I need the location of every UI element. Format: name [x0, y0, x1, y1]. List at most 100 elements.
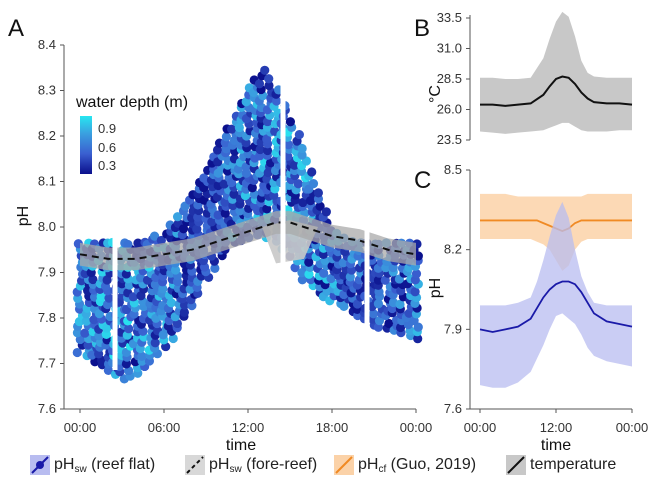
- reef-flat-point: [150, 338, 160, 348]
- reef-flat-point: [285, 117, 296, 127]
- reef-flat-point: [158, 284, 168, 294]
- panel-b-y-tick-label: 23.5: [437, 132, 462, 147]
- panel-label-c: C: [414, 167, 431, 194]
- data-gap: [112, 40, 118, 370]
- panel-a: A 7.6 7.7 7.8 7.9 8.0 8.1 8.2 8.3 8.4 00:00 06:00…: [8, 15, 432, 452]
- reef-flat-point: [178, 224, 189, 234]
- reef-flat-point: [234, 122, 244, 133]
- reef-flat-point: [87, 350, 97, 360]
- reef-flat-point: [102, 323, 112, 333]
- panel-a-x-ticks: 00:00 06:00 12:00 18:00 00:00: [64, 409, 432, 435]
- panel-c-x-label: time: [541, 437, 571, 452]
- colorbar: [80, 116, 92, 174]
- legend-item-fore-reef: pHsw (fore-reef): [185, 454, 317, 476]
- panel-a-y-tick-label: 7.8: [38, 310, 56, 325]
- data-gap: [280, 40, 286, 370]
- reef-flat-point: [297, 275, 307, 285]
- reef-flat-point: [413, 334, 423, 344]
- reef-flat-point: [411, 269, 422, 279]
- reef-flat-point: [293, 179, 303, 189]
- reef-flat-point: [96, 291, 106, 302]
- panel-a-x-tick-label: 18:00: [316, 420, 349, 435]
- legend-item-cf: pHcf (Guo, 2019): [334, 454, 476, 476]
- legend-key-fore-reef: [185, 455, 205, 475]
- reef-flat-point: [373, 299, 384, 309]
- reef-flat-point: [339, 301, 349, 311]
- reef-flat-point: [219, 179, 229, 189]
- panel-c-y-tick-label: 7.6: [444, 401, 462, 416]
- figure: A 7.6 7.7 7.8 7.9 8.0 8.1 8.2 8.3 8.4 00:00 06:00…: [8, 10, 648, 452]
- panel-a-y-tick-label: 8.2: [38, 128, 56, 143]
- reef-flat-point: [170, 265, 181, 275]
- reef-flat-point: [135, 273, 146, 283]
- reef-flat-point: [307, 167, 317, 177]
- reef-flat-point: [304, 257, 314, 267]
- reef-flat-point: [294, 129, 304, 140]
- reef-flat-point: [104, 293, 114, 303]
- reef-flat-point: [254, 79, 265, 89]
- panel-b-y-tick-label: 26.0: [437, 102, 462, 117]
- reef-flat-point: [264, 80, 274, 91]
- reef-flat-point: [247, 183, 257, 193]
- reef-flat-point: [235, 206, 245, 216]
- panel-b-temperature-band: [480, 11, 632, 134]
- panel-c-y-tick-label: 8.5: [444, 162, 462, 177]
- panel-b-y-ticks: 23.5 26.0 28.5 31.0 33.5: [437, 10, 470, 147]
- reef-flat-point: [138, 326, 148, 336]
- panel-c-y-ticks: 7.6 7.9 8.2 8.5: [444, 162, 470, 416]
- reef-flat-point: [373, 275, 384, 285]
- reef-flat-point: [297, 150, 307, 160]
- panel-a-y-ticks: 7.6 7.7 7.8 7.9 8.0 8.1 8.2 8.3 8.4: [38, 37, 64, 416]
- reef-flat-point: [172, 212, 183, 222]
- panel-a-y-tick-label: 8.0: [38, 219, 56, 234]
- reef-flat-point: [227, 124, 237, 134]
- reef-flat-point: [262, 145, 273, 156]
- reef-flat-point: [308, 179, 319, 189]
- reef-flat-point: [413, 322, 423, 332]
- reef-flat-point: [168, 333, 178, 344]
- legend: pHsw (reef flat) pHsw (fore-reef) pHcf (…: [0, 452, 649, 478]
- reef-flat-point: [374, 315, 385, 326]
- reef-flat-point: [289, 160, 300, 170]
- panel-b-y-tick-label: 33.5: [437, 10, 462, 25]
- reef-flat-point: [94, 309, 104, 319]
- legend-item-reef-flat: pHsw (reef flat): [30, 454, 155, 476]
- panel-a-x-tick-label: 12:00: [232, 420, 265, 435]
- reef-flat-point: [264, 74, 274, 84]
- panel-b-y-label: °C: [427, 85, 444, 103]
- reef-flat-point: [319, 268, 329, 278]
- reef-flat-point: [384, 318, 394, 329]
- reef-flat-point: [241, 97, 251, 107]
- reef-flat-point: [76, 276, 87, 286]
- reef-flat-point: [207, 217, 217, 227]
- panel-a-y-label: pH: [15, 206, 32, 226]
- panel-a-gaps: [112, 40, 370, 370]
- panel-a-y-tick-label: 8.3: [38, 83, 56, 98]
- panel-c-x-tick-label: 12:00: [540, 420, 573, 435]
- reef-flat-point: [72, 347, 82, 358]
- fore-reef-band: [80, 211, 416, 271]
- reef-flat-point: [221, 132, 231, 142]
- colorbar-title: water depth (m): [75, 94, 188, 111]
- panel-b-y-tick-label: 28.5: [437, 71, 462, 86]
- panel-c: C 7.6 7.9 8.2 8.5 00:00 12:00 00:00 pH time: [414, 162, 648, 452]
- reef-flat-point: [149, 231, 160, 241]
- reef-flat-point: [298, 197, 308, 208]
- legend-key-cf: [334, 455, 354, 475]
- reef-flat-point: [241, 168, 251, 178]
- reef-flat-point: [241, 138, 251, 148]
- legend-label-fore-reef: pHsw (fore-reef): [209, 455, 318, 475]
- temperature-mean-line: [480, 75, 633, 107]
- legend-label-temperature: temperature: [530, 456, 617, 473]
- reef-flat-point: [352, 299, 363, 309]
- reef-flat-point: [128, 292, 138, 302]
- panel-c-x-tick-label: 00:00: [464, 420, 497, 435]
- reef-flat-point: [166, 298, 176, 308]
- panel-a-y-tick-label: 7.6: [38, 401, 56, 416]
- reef-flat-point: [220, 208, 230, 218]
- panel-c-x-tick-label: 00:00: [616, 420, 649, 435]
- reef-flat-point: [313, 188, 323, 198]
- reef-flat-point: [380, 275, 390, 285]
- reef-flat-point: [262, 204, 272, 214]
- temperature-band: [480, 11, 632, 134]
